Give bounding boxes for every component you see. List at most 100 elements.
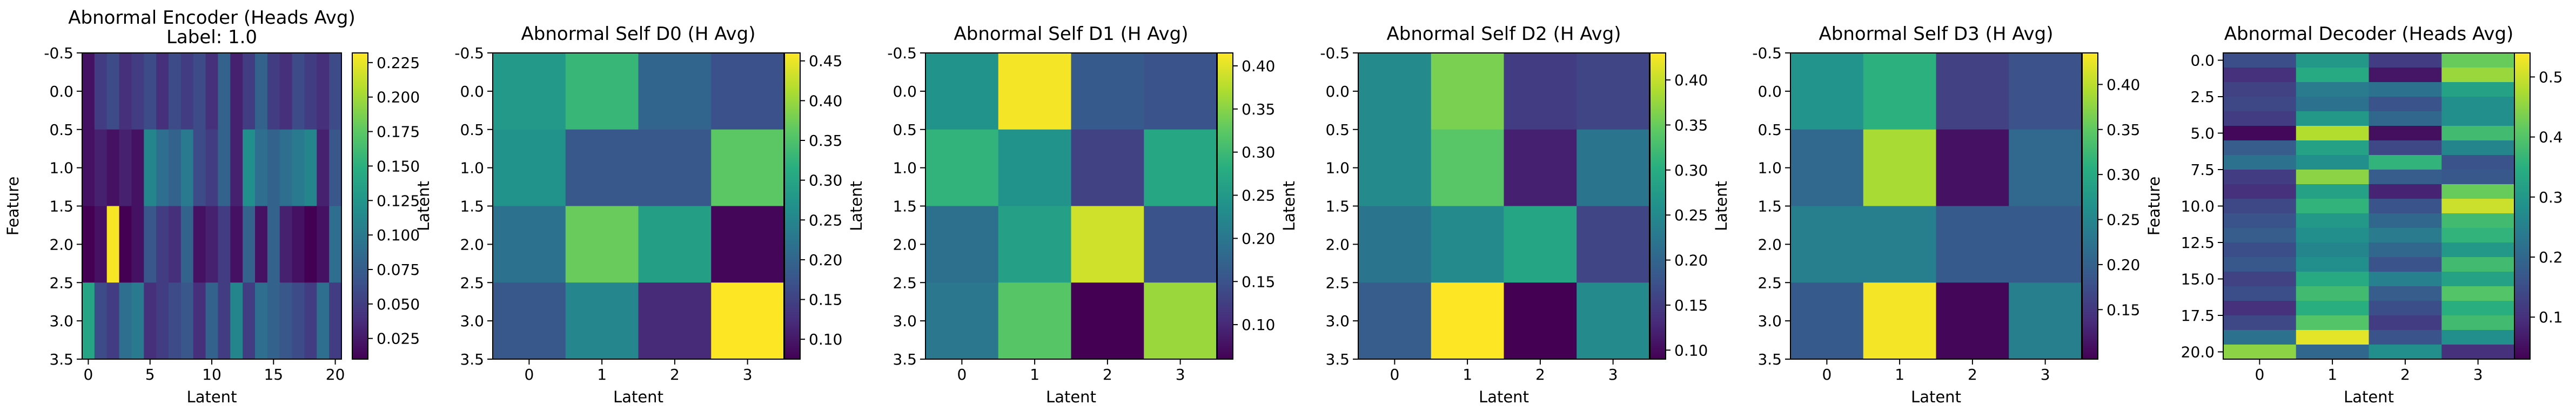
heatmap-cell <box>2296 111 2370 126</box>
heatmap-cell <box>1431 53 1505 130</box>
x-tick-label: 5 <box>145 366 155 383</box>
y-tick-label: 20.0 <box>2181 343 2215 361</box>
heatmap-cell <box>1071 53 1144 130</box>
heatmap-cell <box>1358 282 1432 360</box>
heatmap-cell <box>2369 68 2442 83</box>
heatmap-cell <box>119 129 132 207</box>
heatmap-cell <box>317 206 330 283</box>
heatmap-cell <box>1936 53 2009 130</box>
y-axis-label: Feature <box>4 177 22 236</box>
y-tick-label: 0.0 <box>1757 83 1782 100</box>
heatmap-cell <box>119 206 132 283</box>
x-tick-label: 3 <box>1608 366 1618 383</box>
heatmap-cell <box>230 206 243 283</box>
y-axis-label: Latent <box>1712 181 1730 231</box>
heatmap-cell <box>193 282 206 360</box>
heatmap-cell <box>2369 272 2442 287</box>
heatmap-cell <box>2369 199 2442 214</box>
y-tick-label: 5.0 <box>2190 125 2215 143</box>
y-tick-label: 2.0 <box>1325 235 1350 253</box>
x-axis-label: Latent <box>2344 388 2394 406</box>
x-tick-label: 2 <box>2400 366 2410 383</box>
heatmap-cell <box>2223 53 2297 68</box>
heatmap-cell <box>1936 282 2009 360</box>
heatmap-cell <box>1936 206 2009 283</box>
colorbar-tick-label: 0.10 <box>1674 341 1708 359</box>
heatmap-cell <box>2369 301 2442 316</box>
heatmap-cell <box>180 206 194 283</box>
colorbar-tick-label: 0.100 <box>377 226 420 244</box>
heatmap-cell <box>2296 155 2370 170</box>
heatmap-cell <box>106 282 120 360</box>
colorbar <box>2514 53 2530 359</box>
heatmap-cell <box>329 206 342 283</box>
heatmap-cells <box>2223 53 2515 360</box>
colorbar-frame <box>352 52 368 360</box>
heatmap-cell <box>169 206 182 283</box>
heatmap-cell <box>1071 206 1144 283</box>
heatmap-cell <box>243 53 256 130</box>
colorbar-tick-label: 0.30 <box>2107 166 2140 184</box>
y-tick-label: 1.5 <box>1325 198 1350 215</box>
heatmap-panel: 0 1 2 3 -0.5 0.0 0.5 1.0 1.5 2.0 2.5 3.0 3.5 Latent La… <box>847 23 1275 406</box>
y-tick-label: -0.5 <box>44 44 73 62</box>
heatmap-cell <box>1577 206 1650 283</box>
heatmap-cell <box>243 282 256 360</box>
heatmap-cell <box>2296 53 2370 68</box>
x-tick-label: 1 <box>2327 366 2337 383</box>
heatmap-cell <box>2369 126 2442 141</box>
heatmap-cell <box>317 129 330 207</box>
heatmap-cell <box>2223 82 2297 97</box>
colorbar-tick-label: 0.025 <box>377 330 420 348</box>
heatmap-cell <box>565 282 639 360</box>
heatmap-cell <box>493 206 566 283</box>
heatmap-cell <box>279 206 293 283</box>
x-tick-label: 15 <box>264 366 283 383</box>
heatmap-cells <box>1790 53 2082 360</box>
y-tick-label: -0.5 <box>454 44 484 62</box>
heatmap-cell <box>2441 199 2515 214</box>
heatmap-cell <box>279 53 293 130</box>
y-tick-label: 2.0 <box>49 235 73 253</box>
y-tick-label: 3.0 <box>1325 312 1350 330</box>
heatmap-cell <box>1577 53 1650 130</box>
heatmap-panel: 0 1 2 3 -0.5 0.0 0.5 1.0 1.5 2.0 2.5 3.0 3.5 Latent La… <box>1280 23 1708 406</box>
x-tick-label: 3 <box>2041 366 2050 383</box>
colorbar-tick-label: 0.20 <box>2107 256 2140 274</box>
heatmap-cell <box>106 206 120 283</box>
heatmap-cell <box>2223 126 2297 141</box>
colorbar-tick-label: 0.30 <box>1242 144 1275 161</box>
heatmap-cell <box>255 129 268 207</box>
heatmap-cell <box>218 282 231 360</box>
heatmap-cell <box>2369 82 2442 97</box>
heatmap-cell <box>998 53 1072 130</box>
heatmap-cell <box>94 129 108 207</box>
heatmap-cell <box>119 282 132 360</box>
x-tick-label: 0 <box>1390 366 1399 383</box>
heatmap-cell <box>2441 170 2515 185</box>
heatmap-cell <box>2009 129 2082 207</box>
heatmap-cell <box>2296 301 2370 316</box>
heatmap-cell <box>2369 228 2442 243</box>
heatmap-cell <box>2223 155 2297 170</box>
y-tick-label: 3.5 <box>1325 350 1350 368</box>
heatmap-panel: 0 1 2 3 0.0 2.5 5.0 7.5 10.0 12.5 15.0 17.5 20.0 Late… <box>2145 23 2563 406</box>
y-tick-label: 0.5 <box>1325 121 1350 139</box>
heatmap-cell <box>493 53 566 130</box>
heatmap-cell <box>1358 206 1432 283</box>
colorbar-frame <box>1649 52 1666 360</box>
heatmap-cell <box>2296 228 2370 243</box>
y-tick-label: 1.0 <box>893 159 917 177</box>
colorbar-tick-label: 0.40 <box>1242 57 1275 75</box>
heatmap-cell <box>82 129 95 207</box>
heatmap-cell <box>2441 330 2515 345</box>
heatmap-cell <box>2441 97 2515 112</box>
heatmap-cell <box>243 129 256 207</box>
y-tick-label: 1.5 <box>893 198 917 215</box>
y-tick-label: 1.5 <box>1757 198 1782 215</box>
heatmap-cell <box>304 206 317 283</box>
heatmap-cell <box>2296 82 2370 97</box>
y-tick-label: 2.0 <box>1757 235 1782 253</box>
x-tick-label: 0 <box>2255 366 2264 383</box>
colorbar-tick-label: 0.35 <box>2107 121 2140 139</box>
